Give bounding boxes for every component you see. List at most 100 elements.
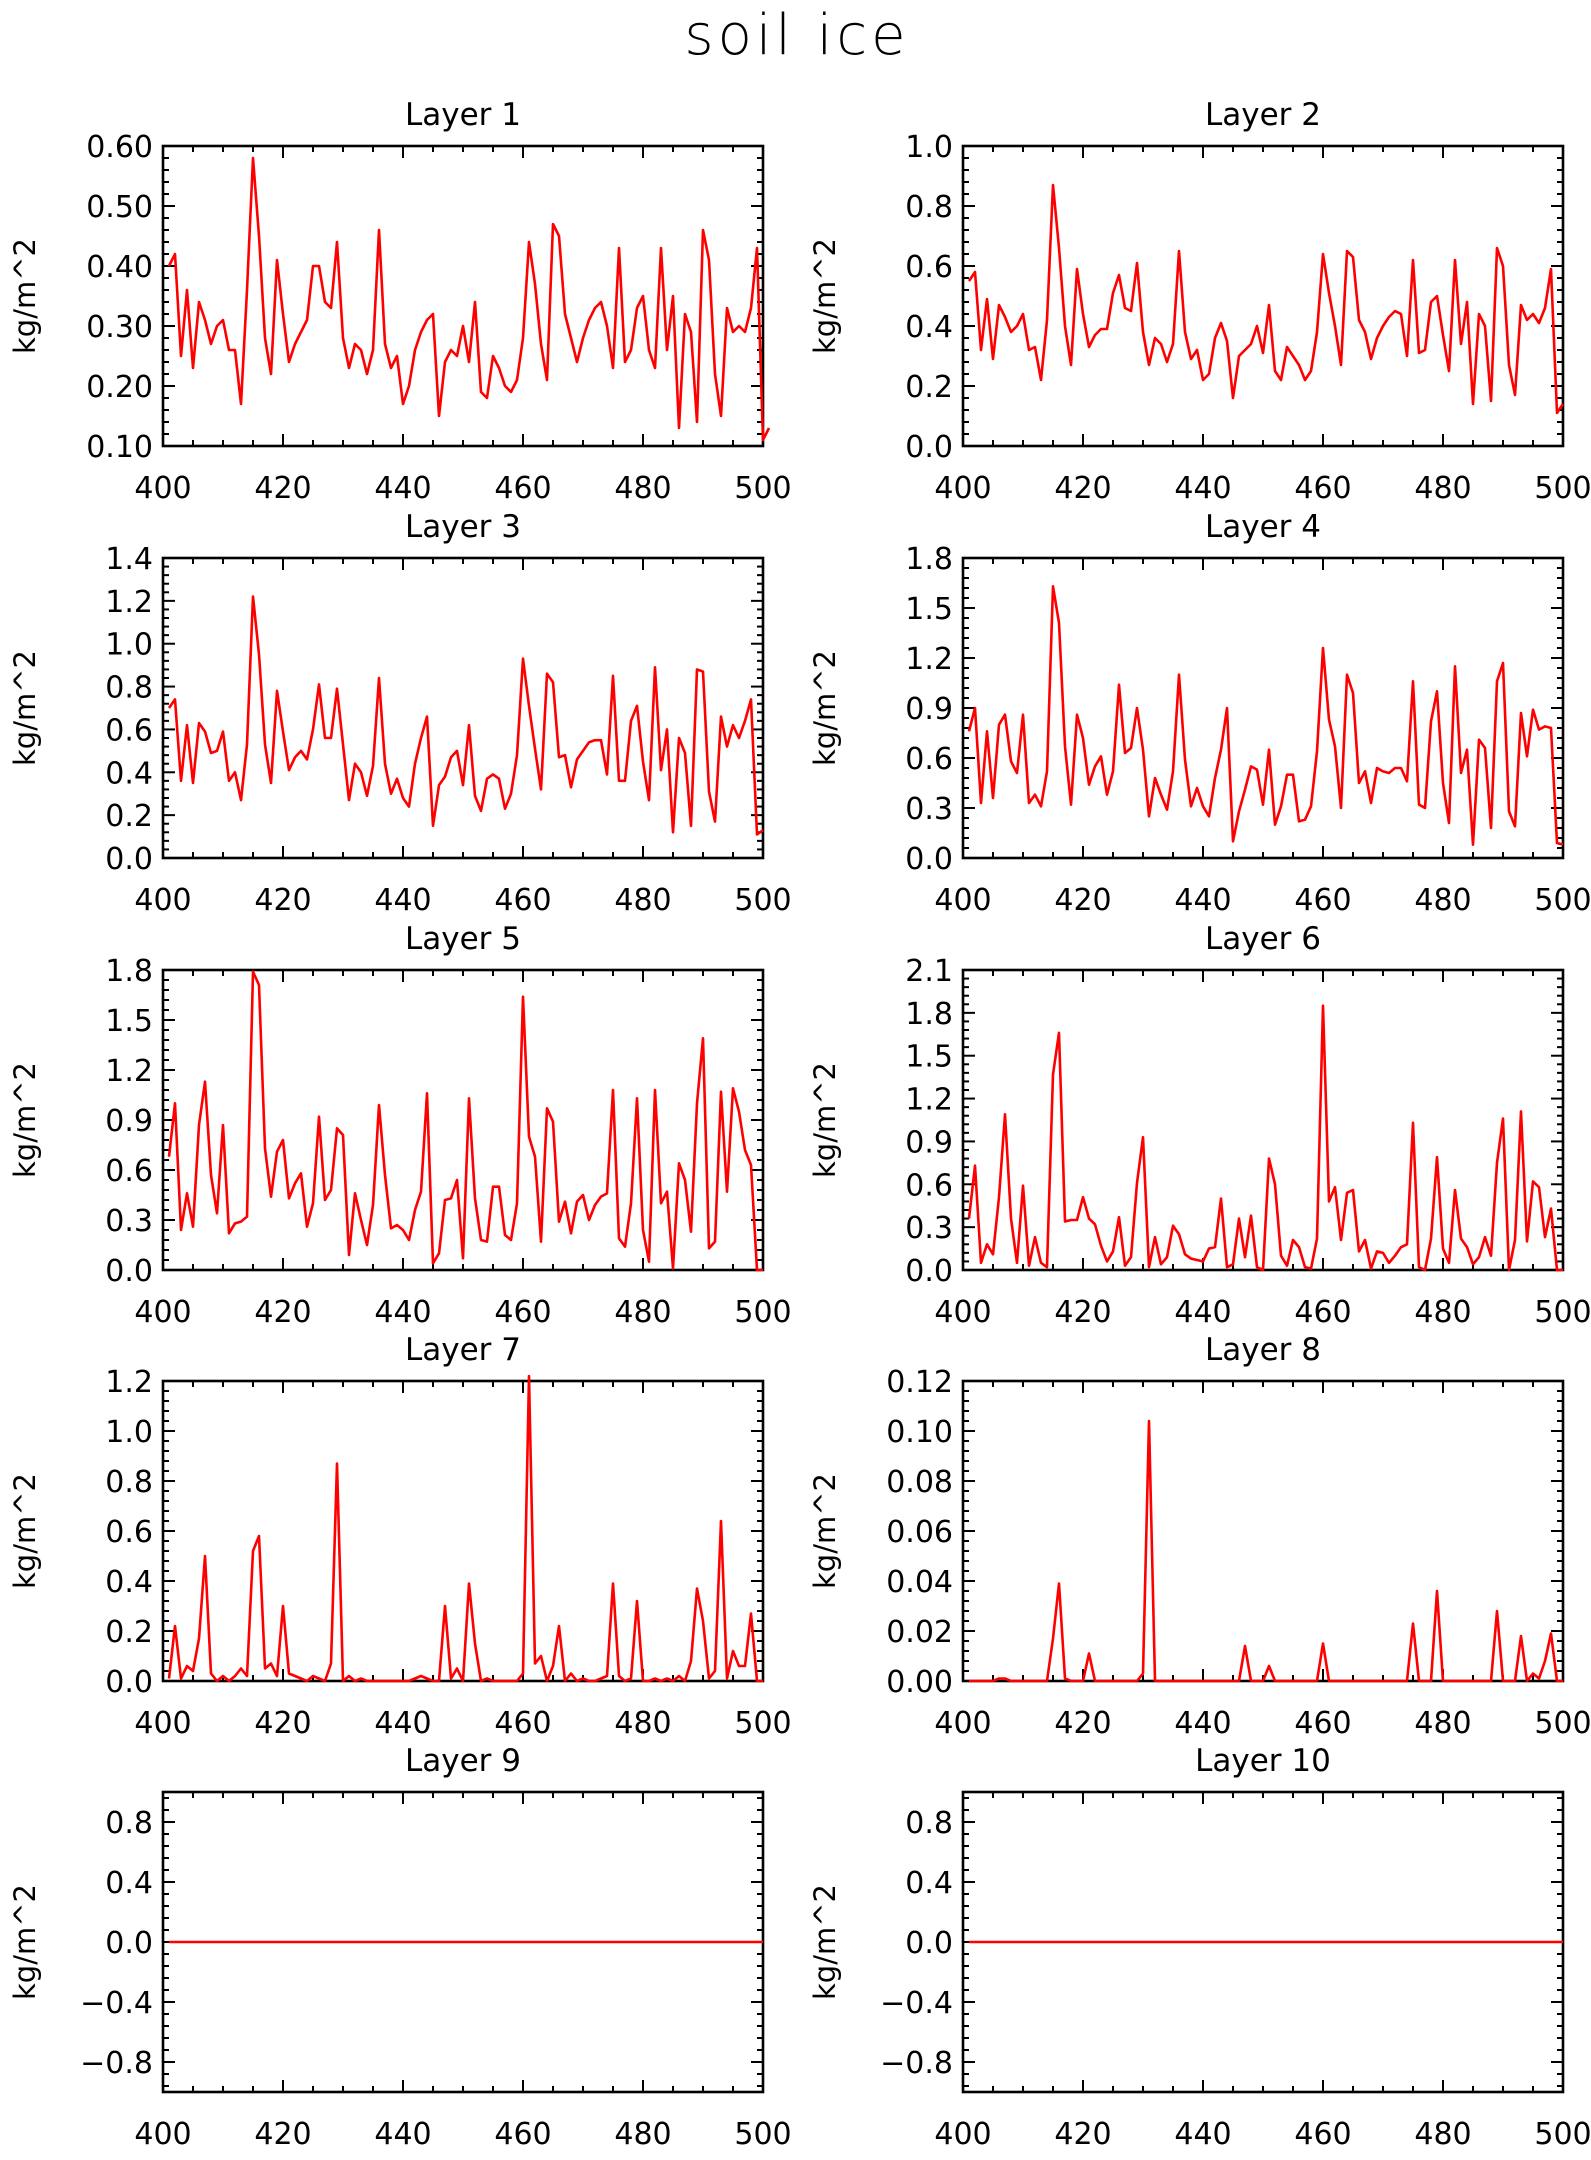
y-tick-label: 0.08 (886, 1465, 953, 1500)
y-tick-label: 1.0 (905, 130, 953, 165)
y-tick-label: 1.2 (105, 585, 153, 620)
x-tick-label: 460 (1294, 1706, 1351, 1741)
y-tick-label: 0.40 (86, 250, 153, 285)
y-tick-label: 0.0 (105, 1254, 153, 1289)
y-tick-label: 0.2 (105, 799, 153, 834)
y-tick-label: 0.9 (105, 1104, 153, 1139)
panel-title: Layer 5 (405, 921, 521, 957)
plot-frame (961, 968, 1565, 1272)
x-tick-label: 480 (1414, 2117, 1471, 2152)
x-tick-label: 480 (614, 471, 671, 506)
x-tick-label: 400 (934, 883, 991, 918)
y-tick-label: −0.4 (880, 1986, 953, 2021)
x-tick-label: 440 (1174, 2117, 1231, 2152)
y-tick-label: 0.30 (86, 310, 153, 345)
x-tick-label: 400 (934, 1295, 991, 1330)
y-tick-label: 0.3 (905, 1211, 953, 1246)
chart-panel-4: Layer 4 kg/m^2 400 420 440 460 480 500 0.0 0.3 0.6… (808, 509, 1591, 918)
y-tick-label: 1.8 (105, 954, 153, 989)
x-tick-label: 500 (734, 2117, 791, 2152)
y-tick-label: 0.6 (105, 1515, 153, 1550)
series-line (969, 1419, 1563, 1683)
y-tick-label: 0.60 (86, 130, 153, 165)
y-tick-label: 0.8 (105, 1465, 153, 1500)
x-tick-label: 480 (1414, 1295, 1471, 1330)
y-tick-label: 0.0 (105, 842, 153, 877)
y-tick-label: 0.10 (886, 1415, 953, 1450)
y-axis-label: kg/m^2 (808, 1884, 842, 2000)
y-tick-label: 1.5 (105, 1004, 153, 1039)
x-tick-label: 420 (1054, 2117, 1111, 2152)
chart-panel-10: Layer 10 kg/m^2 400 420 440 460 480 500 −0.8 −0.4… (808, 1743, 1591, 2152)
x-tick-label: 420 (1054, 883, 1111, 918)
x-tick-label: 500 (1534, 883, 1591, 918)
chart-panel-9: Layer 9 kg/m^2 400 420 440 460 480 500 −0.8 −0.4 0… (8, 1743, 792, 2152)
y-tick-label: 0.3 (905, 792, 953, 827)
x-tick-label: 460 (1294, 1295, 1351, 1330)
x-tick-label: 500 (1534, 2117, 1591, 2152)
y-tick-label: 0.4 (905, 310, 953, 345)
x-tick-label: 420 (254, 883, 311, 918)
y-tick-label: 0.06 (886, 1515, 953, 1550)
y-tick-label: 0.6 (105, 713, 153, 748)
x-tick-label: 440 (374, 1706, 431, 1741)
y-axis-label: kg/m^2 (808, 650, 842, 766)
y-axis-label: kg/m^2 (808, 1062, 842, 1178)
y-tick-label: 1.8 (905, 997, 953, 1032)
y-tick-label: 0.6 (905, 250, 953, 285)
panel-title: Layer 2 (1205, 97, 1321, 133)
x-tick-label: 460 (494, 2117, 551, 2152)
y-tick-label: 2.1 (905, 954, 953, 989)
y-axis-label: kg/m^2 (808, 238, 842, 354)
x-tick-label: 480 (614, 1706, 671, 1741)
x-tick-label: 500 (734, 1295, 791, 1330)
x-tick-label: 440 (1174, 471, 1231, 506)
figure-title: soil ice (684, 3, 909, 68)
y-tick-label: 0.12 (886, 1365, 953, 1400)
y-axis-label: kg/m^2 (8, 1473, 42, 1589)
panel-title: Layer 1 (405, 97, 521, 133)
y-tick-label: 0.9 (905, 1125, 953, 1160)
x-tick-label: 440 (1174, 1706, 1231, 1741)
y-tick-label: 1.8 (905, 542, 953, 577)
chart-panel-1: Layer 1 kg/m^2 400 420 440 460 480 500 0.10 0.20 0… (8, 97, 792, 506)
y-tick-label: 0.4 (105, 1866, 153, 1901)
y-tick-label: 1.2 (105, 1365, 153, 1400)
x-tick-label: 420 (254, 1295, 311, 1330)
y-tick-label: 0.0 (905, 1926, 953, 1961)
x-tick-label: 400 (134, 1706, 191, 1741)
panel-title: Layer 9 (405, 1743, 521, 1779)
x-tick-label: 480 (614, 883, 671, 918)
x-tick-label: 460 (1294, 2117, 1351, 2152)
series-line (967, 585, 1564, 846)
y-tick-label: 1.2 (105, 1054, 153, 1089)
x-tick-label: 500 (734, 883, 791, 918)
y-tick-label: 0.4 (905, 1866, 953, 1901)
y-tick-label: 0.8 (105, 1806, 153, 1841)
panel-title: Layer 4 (1205, 509, 1321, 545)
chart-panel-7: Layer 7 kg/m^2 400 420 440 460 480 500 0.0 0.2 0.4… (8, 1332, 792, 1741)
y-tick-label: 0.8 (905, 190, 953, 225)
x-tick-label: 500 (734, 471, 791, 506)
series-line (167, 595, 764, 836)
x-tick-label: 400 (934, 471, 991, 506)
series-line (167, 970, 763, 1272)
x-tick-label: 420 (1054, 1295, 1111, 1330)
x-tick-label: 420 (1054, 471, 1111, 506)
x-tick-label: 400 (134, 883, 191, 918)
x-tick-label: 400 (934, 2117, 991, 2152)
series-line (967, 1004, 1563, 1272)
chart-panel-2: Layer 2 kg/m^2 400 420 440 460 480 500 0.0 0.2 0.4… (808, 97, 1591, 506)
chart-panel-8: Layer 8 kg/m^2 400 420 440 460 480 500 0.00 0.02 0… (808, 1332, 1591, 1741)
y-tick-label: 1.2 (905, 642, 953, 677)
x-tick-label: 440 (1174, 1295, 1231, 1330)
x-tick-label: 460 (494, 1706, 551, 1741)
x-tick-label: 480 (614, 1295, 671, 1330)
y-tick-label: 0.0 (105, 1665, 153, 1700)
x-tick-label: 440 (374, 883, 431, 918)
y-tick-label: −0.8 (80, 2046, 153, 2081)
y-tick-label: −0.8 (880, 2046, 953, 2081)
y-tick-label: 1.2 (905, 1083, 953, 1118)
x-tick-label: 420 (254, 2117, 311, 2152)
x-tick-label: 400 (134, 2117, 191, 2152)
